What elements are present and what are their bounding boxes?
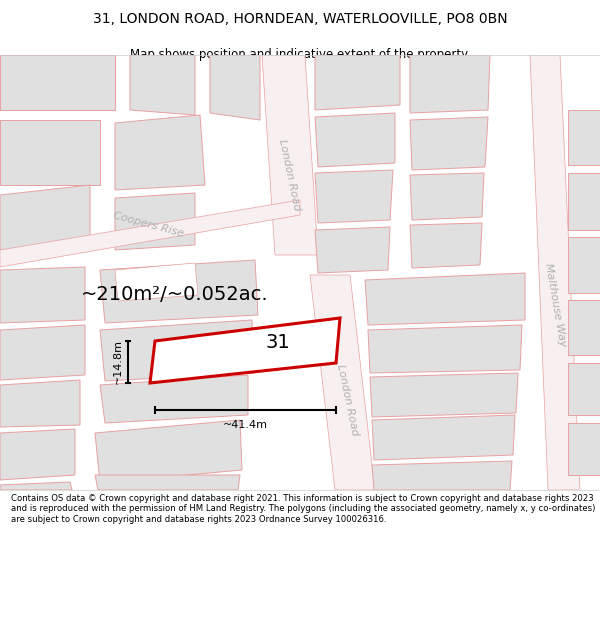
Polygon shape <box>130 55 195 115</box>
Polygon shape <box>95 475 240 490</box>
Polygon shape <box>115 193 195 250</box>
Polygon shape <box>410 117 488 170</box>
Polygon shape <box>210 55 260 120</box>
Text: Contains OS data © Crown copyright and database right 2021. This information is : Contains OS data © Crown copyright and d… <box>11 494 595 524</box>
Text: Map shows position and indicative extent of the property.: Map shows position and indicative extent… <box>130 48 470 61</box>
Polygon shape <box>372 415 515 460</box>
Polygon shape <box>568 110 600 165</box>
Polygon shape <box>315 55 400 110</box>
Polygon shape <box>0 325 85 380</box>
Text: Malthouse Way: Malthouse Way <box>543 262 567 348</box>
Polygon shape <box>315 113 395 167</box>
Text: London Road: London Road <box>335 363 361 437</box>
Polygon shape <box>0 200 300 267</box>
Text: Coopers Rise: Coopers Rise <box>112 211 184 239</box>
Polygon shape <box>100 320 254 381</box>
Polygon shape <box>100 260 258 323</box>
Polygon shape <box>410 55 490 113</box>
Text: ~14.8m: ~14.8m <box>113 339 123 384</box>
Polygon shape <box>310 275 375 490</box>
Text: ~41.4m: ~41.4m <box>223 420 268 430</box>
Polygon shape <box>568 423 600 475</box>
Polygon shape <box>365 273 525 325</box>
Polygon shape <box>0 380 80 427</box>
Polygon shape <box>370 373 518 417</box>
Polygon shape <box>0 267 85 323</box>
Polygon shape <box>315 227 390 273</box>
Text: 31: 31 <box>266 334 290 352</box>
Polygon shape <box>568 363 600 415</box>
Polygon shape <box>372 461 512 490</box>
Polygon shape <box>568 237 600 293</box>
Polygon shape <box>0 120 100 185</box>
Polygon shape <box>115 263 198 301</box>
Polygon shape <box>262 55 318 255</box>
Polygon shape <box>315 170 393 223</box>
Polygon shape <box>368 325 522 373</box>
Polygon shape <box>410 223 482 268</box>
Polygon shape <box>530 55 580 490</box>
Polygon shape <box>0 429 75 480</box>
Text: ~210m²/~0.052ac.: ~210m²/~0.052ac. <box>81 286 269 304</box>
Polygon shape <box>568 173 600 230</box>
Polygon shape <box>0 482 72 490</box>
Polygon shape <box>410 173 484 220</box>
Polygon shape <box>150 318 340 383</box>
Polygon shape <box>95 420 242 483</box>
Polygon shape <box>100 375 248 423</box>
Polygon shape <box>568 300 600 355</box>
Text: 31, LONDON ROAD, HORNDEAN, WATERLOOVILLE, PO8 0BN: 31, LONDON ROAD, HORNDEAN, WATERLOOVILLE… <box>92 12 508 26</box>
Polygon shape <box>0 55 115 110</box>
Text: London Road: London Road <box>278 138 302 212</box>
Polygon shape <box>0 185 90 250</box>
Polygon shape <box>115 115 205 190</box>
